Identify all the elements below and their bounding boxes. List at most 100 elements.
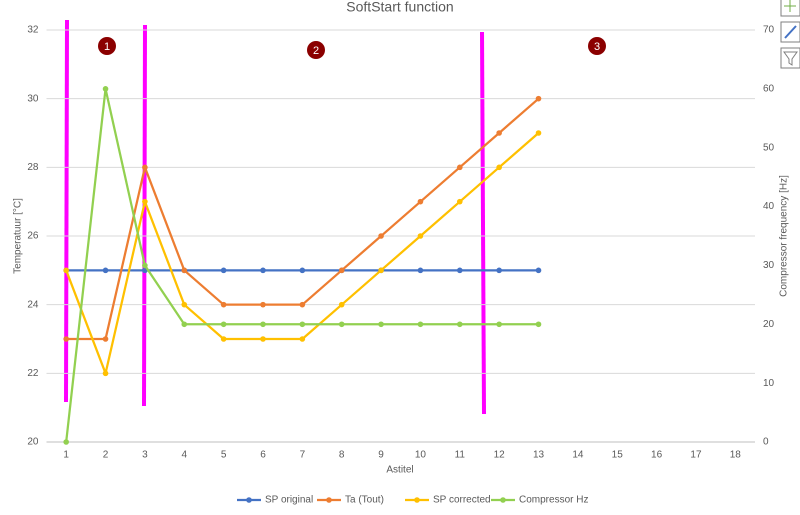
- data-point: [299, 336, 306, 342]
- data-point: [142, 164, 148, 171]
- annotation-label: 1: [104, 41, 110, 53]
- legend-label: SP original: [265, 495, 313, 506]
- legend-label: Ta (Tout): [345, 495, 384, 506]
- series: [63, 130, 542, 377]
- data-point: [496, 164, 502, 171]
- data-point: [181, 301, 188, 308]
- data-point: [535, 130, 542, 136]
- x-tick-label: 10: [415, 450, 427, 461]
- series: [63, 267, 542, 274]
- toolbar[interactable]: [780, 0, 800, 69]
- legend-marker: [500, 497, 506, 503]
- data-point: [220, 321, 227, 328]
- y-tick-label: 32: [27, 25, 39, 36]
- legend-marker: [414, 497, 420, 503]
- y2-tick-label: 60: [763, 83, 775, 94]
- y2-tick-label: 40: [763, 201, 775, 212]
- data-point: [417, 233, 424, 239]
- annotation-badge: [98, 37, 116, 55]
- x-tick-label: 3: [142, 450, 148, 461]
- plus-icon: [784, 0, 796, 12]
- phase-divider: [64, 19, 69, 403]
- legend-label: Compressor Hz: [519, 495, 588, 506]
- y-tick-label: 20: [27, 437, 39, 448]
- y2-tick-label: 10: [763, 378, 775, 389]
- data-point: [260, 321, 266, 328]
- x-tick-label: 1: [63, 450, 69, 461]
- data-point: [102, 86, 109, 92]
- data-point: [299, 267, 306, 274]
- data-point: [456, 198, 463, 205]
- data-point: [102, 267, 109, 274]
- legend-marker: [246, 497, 252, 503]
- data-point: [63, 439, 69, 445]
- x-tick-label: 6: [260, 450, 266, 461]
- series: [63, 86, 542, 445]
- grid: [46, 29, 755, 443]
- y-tick-label: 28: [27, 162, 39, 173]
- brush-icon: [784, 25, 797, 39]
- data-point: [496, 130, 502, 136]
- x-tick-label: 4: [181, 450, 187, 461]
- x-tick-label: 14: [572, 450, 584, 461]
- phase-divider: [480, 31, 486, 415]
- x-tick-label: 8: [339, 450, 345, 461]
- data-point: [535, 95, 542, 102]
- x-tick-label: 13: [533, 450, 545, 461]
- legend-marker: [326, 497, 332, 503]
- data-point: [456, 267, 463, 274]
- data-point: [338, 321, 345, 328]
- annotation-label: 2: [313, 45, 319, 57]
- y-axis-title: Temperatuur [°C]: [13, 198, 24, 274]
- data-point: [417, 267, 424, 274]
- data-point: [220, 301, 227, 308]
- data-point: [63, 267, 69, 274]
- y2-tick-label: 70: [763, 25, 775, 36]
- data-point: [220, 336, 227, 342]
- data-point: [220, 267, 227, 274]
- data-point: [378, 267, 384, 274]
- x-tick-label: 2: [103, 450, 109, 461]
- series-line: [65, 87, 539, 443]
- filter-icon: [783, 51, 798, 66]
- data-point: [181, 267, 188, 274]
- annotation-label: 3: [594, 41, 600, 53]
- x-tick-label: 15: [612, 450, 624, 461]
- data-point: [142, 198, 148, 205]
- data-point: [535, 267, 542, 274]
- data-point: [535, 321, 542, 328]
- data-point: [417, 321, 424, 328]
- x-tick-label: 9: [378, 450, 384, 461]
- data-point: [260, 336, 266, 342]
- data-point: [299, 301, 306, 308]
- y-tick-label: 30: [27, 93, 39, 104]
- y2-tick-label: 20: [763, 319, 775, 330]
- annotation-badge: [588, 37, 606, 55]
- y-tick-label: 22: [27, 368, 39, 379]
- data-point: [456, 321, 463, 328]
- x-tick-label: 18: [730, 450, 742, 461]
- data-point: [338, 301, 345, 308]
- data-point: [496, 267, 502, 274]
- y-tick-label: 26: [27, 231, 39, 242]
- x-tick-label: 12: [494, 450, 506, 461]
- x-tick-label: 11: [455, 450, 466, 461]
- data-point: [102, 370, 109, 377]
- data-point: [378, 321, 384, 328]
- x-tick-label: 7: [300, 450, 306, 461]
- data-point: [378, 233, 384, 239]
- data-point: [260, 301, 266, 308]
- data-point: [142, 262, 148, 269]
- data-point: [63, 336, 69, 342]
- series: [63, 95, 542, 342]
- data-point: [260, 267, 266, 274]
- x-tick-label: 16: [651, 450, 663, 461]
- x-axis-title: Astitel: [386, 465, 413, 476]
- data-point: [456, 164, 463, 171]
- y2-tick-label: 50: [763, 142, 775, 153]
- y2-tick-label: 30: [763, 260, 775, 271]
- phase-dividers: [64, 19, 486, 415]
- x-tick-label: 5: [221, 450, 227, 461]
- data-point: [417, 198, 424, 205]
